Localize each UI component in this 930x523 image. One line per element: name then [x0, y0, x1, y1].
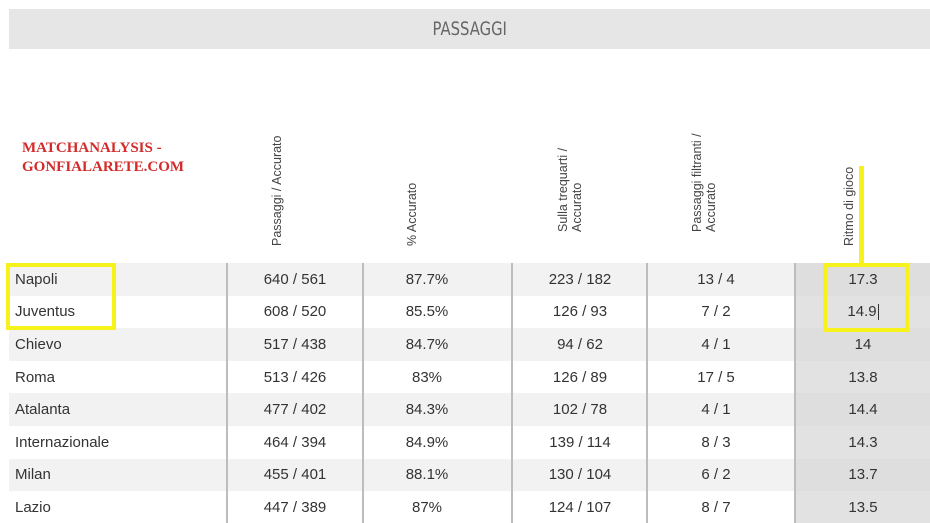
- ritmo-value: 13.5: [796, 491, 930, 523]
- column-divider: [362, 263, 364, 523]
- passaggi-value: 455 / 401: [263, 466, 327, 484]
- table-row: Atalanta 477 / 402 84.3% 102 / 78 4 / 1 …: [9, 393, 930, 426]
- header-filtranti-label: Passaggi filtranti / Accurato: [690, 133, 718, 232]
- column-divider: [511, 263, 513, 523]
- trequarti-value: 94 / 62: [557, 335, 603, 353]
- accurato-value: 87.7%: [405, 270, 449, 288]
- column-divider: [646, 263, 648, 523]
- highlight-box-teams: [6, 263, 116, 330]
- trequarti-value: 124 / 107: [548, 498, 612, 516]
- trequarti-value: 130 / 104: [548, 466, 612, 484]
- accurato-value: 85.5%: [405, 303, 449, 321]
- trequarti-value: 223 / 182: [548, 270, 612, 288]
- ritmo-value: 14.4: [796, 393, 930, 426]
- watermark: MATCHANALYSIS - GONFIALARETE.COM: [22, 139, 184, 177]
- trequarti-value: 126 / 93: [552, 303, 608, 321]
- header-filtranti-line2: Accurato: [704, 182, 718, 232]
- passaggi-value: 464 / 394: [263, 433, 327, 451]
- filtranti-value: 17 / 5: [697, 368, 735, 386]
- header-trequarti: Sulla trequarti / Accurato: [556, 70, 616, 260]
- section-title: PASSAGGI: [432, 18, 507, 40]
- highlight-box-ritmo: [823, 263, 909, 332]
- ritmo-value: 13.7: [796, 458, 930, 492]
- table-row: Juventus 608 / 520 85.5% 126 / 93 7 / 2 …: [9, 295, 930, 329]
- passaggi-value: 477 / 402: [263, 401, 327, 419]
- team-name: Roma: [15, 368, 56, 386]
- ritmo-value-text: 14.9: [847, 303, 877, 321]
- table-row: Lazio 447 / 389 87% 124 / 107 8 / 7 13.5: [9, 491, 930, 523]
- filtranti-value: 7 / 2: [701, 303, 731, 321]
- stats-table: Napoli 640 / 561 87.7% 223 / 182 13 / 4 …: [9, 263, 930, 523]
- passaggi-value: 447 / 389: [263, 498, 327, 516]
- filtranti-value: 4 / 1: [701, 401, 731, 419]
- accurato-value: 87%: [411, 498, 443, 516]
- header-filtranti: Passaggi filtranti / Accurato: [690, 70, 750, 260]
- team-name: Napoli: [15, 270, 58, 288]
- table-row: Napoli 640 / 561 87.7% 223 / 182 13 / 4 …: [9, 263, 930, 296]
- table-row: Roma 513 / 426 83% 126 / 89 17 / 5 13.8: [9, 360, 930, 394]
- header-filtranti-line1: Passaggi filtranti /: [690, 133, 704, 232]
- accurato-value: 88.1%: [405, 466, 449, 484]
- passaggi-value: 640 / 561: [263, 270, 327, 288]
- accurato-value: 84.3%: [405, 401, 449, 419]
- watermark-line-1: MATCHANALYSIS -: [22, 140, 162, 156]
- team-name: Lazio: [15, 498, 51, 516]
- header-ritmo: Ritmo di gioco: [842, 70, 902, 260]
- column-divider: [226, 263, 228, 523]
- text-cursor: [877, 303, 879, 320]
- table-row: Milan 455 / 401 88.1% 130 / 104 6 / 2 13…: [9, 458, 930, 492]
- filtranti-value: 13 / 4: [697, 270, 735, 288]
- filtranti-value: 4 / 1: [701, 335, 731, 353]
- header-trequarti-line1: Sulla trequarti /: [556, 147, 570, 232]
- trequarti-value: 139 / 114: [549, 433, 611, 451]
- team-name: Chievo: [15, 335, 62, 353]
- team-name: Milan: [15, 466, 51, 484]
- header-passaggi-label: Passaggi / Accurato: [270, 135, 284, 246]
- accurato-value: 83%: [411, 368, 443, 386]
- header-trequarti-line2: Accurato: [570, 182, 584, 232]
- passaggi-value: 608 / 520: [263, 303, 327, 321]
- ritmo-value: 13.8: [796, 360, 930, 394]
- ritmo-value: 14.3: [796, 425, 930, 459]
- trequarti-value: 126 / 89: [552, 368, 608, 386]
- header-ritmo-label: Ritmo di gioco: [842, 166, 856, 246]
- ritmo-value: 14: [796, 328, 930, 361]
- team-name: Juventus: [15, 303, 76, 321]
- header-accurato-label: % Accurato: [405, 182, 419, 246]
- header-passaggi: Passaggi / Accurato: [270, 70, 330, 260]
- team-name: Internazionale: [15, 433, 110, 451]
- highlight-marker-ritmo: [859, 166, 864, 263]
- filtranti-value: 6 / 2: [701, 466, 731, 484]
- filtranti-value: 8 / 3: [701, 433, 731, 451]
- trequarti-value: 102 / 78: [552, 401, 608, 419]
- header-accurato: % Accurato: [405, 70, 465, 260]
- accurato-value: 84.7%: [405, 335, 449, 353]
- column-divider: [794, 263, 796, 523]
- passaggi-value: 517 / 438: [263, 335, 327, 353]
- section-banner: PASSAGGI: [9, 9, 930, 49]
- passaggi-value: 513 / 426: [263, 368, 327, 386]
- team-name: Atalanta: [15, 401, 71, 419]
- accurato-value: 84.9%: [405, 433, 449, 451]
- table-row: Chievo 517 / 438 84.7% 94 / 62 4 / 1 14: [9, 328, 930, 361]
- filtranti-value: 8 / 7: [701, 498, 731, 516]
- header-trequarti-label: Sulla trequarti / Accurato: [556, 148, 584, 232]
- watermark-line-2: GONFIALARETE.COM: [22, 159, 185, 175]
- table-row: Internazionale 464 / 394 84.9% 139 / 114…: [9, 425, 930, 459]
